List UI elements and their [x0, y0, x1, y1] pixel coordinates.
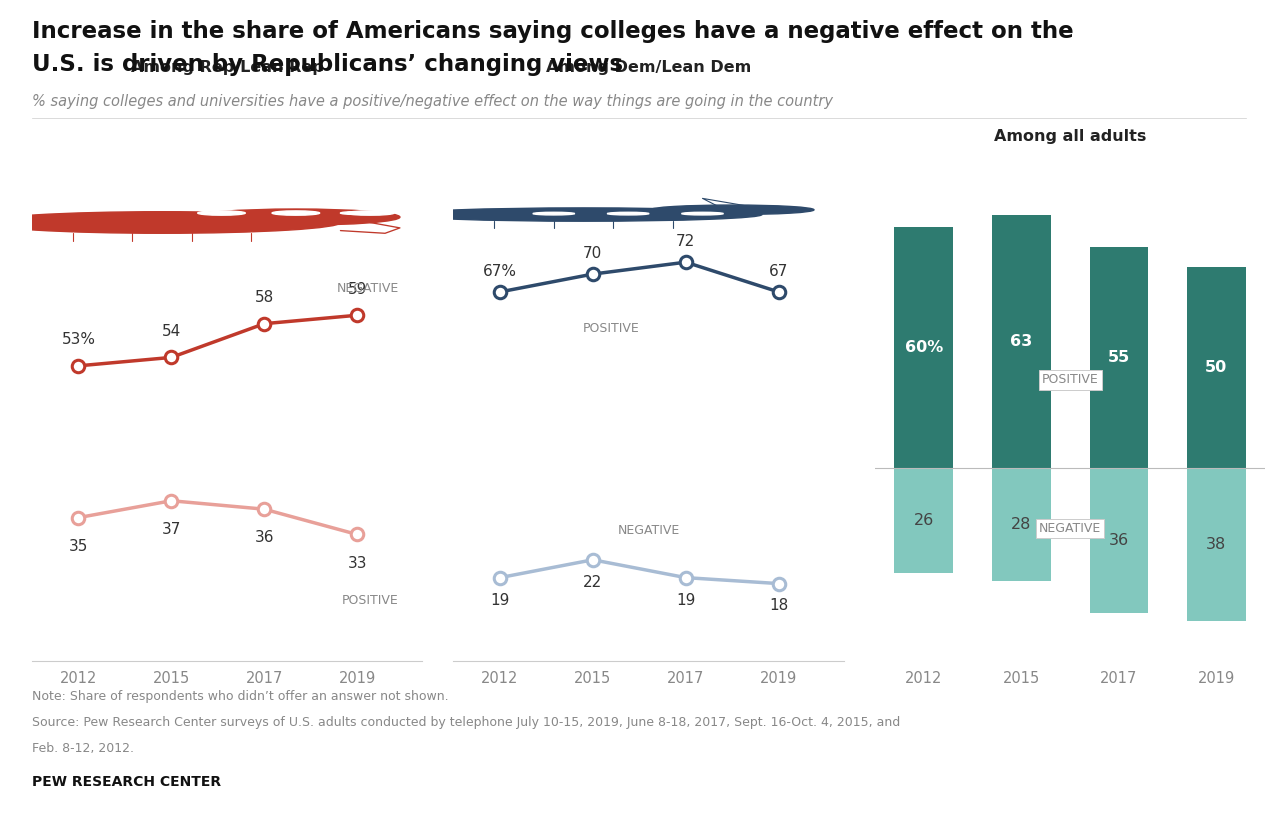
- Text: 33: 33: [348, 556, 367, 570]
- Text: 36: 36: [254, 530, 273, 545]
- Text: 22: 22: [583, 574, 602, 590]
- Text: Feb. 8-12, 2012.: Feb. 8-12, 2012.: [32, 742, 134, 755]
- Text: 60%: 60%: [905, 340, 943, 355]
- Text: POSITIVE: POSITIVE: [343, 593, 399, 606]
- Text: 28: 28: [1011, 517, 1031, 532]
- Text: NEGATIVE: NEGATIVE: [336, 282, 399, 295]
- Text: 19: 19: [676, 592, 695, 607]
- Circle shape: [346, 211, 394, 215]
- Bar: [992, 468, 1051, 581]
- Ellipse shape: [0, 211, 340, 233]
- Circle shape: [607, 212, 649, 215]
- Text: 19: 19: [491, 592, 510, 607]
- Text: 70: 70: [583, 246, 602, 261]
- Text: 67%: 67%: [483, 264, 516, 279]
- Text: 35: 35: [69, 539, 88, 554]
- Text: POSITIVE: POSITIVE: [583, 322, 640, 335]
- Text: Increase in the share of Americans saying colleges have a negative effect on the: Increase in the share of Americans sayin…: [32, 20, 1074, 43]
- Text: 37: 37: [161, 522, 181, 537]
- Text: 59: 59: [348, 282, 367, 297]
- Circle shape: [340, 211, 371, 215]
- Circle shape: [533, 212, 575, 215]
- Text: 63: 63: [1010, 335, 1033, 349]
- Bar: [1187, 268, 1246, 468]
- Text: 67: 67: [769, 264, 789, 279]
- Title: Among Rep/Lean Rep: Among Rep/Lean Rep: [130, 60, 323, 75]
- Text: PEW RESEARCH CENTER: PEW RESEARCH CENTER: [32, 775, 221, 789]
- Ellipse shape: [192, 209, 400, 225]
- Text: POSITIVE: POSITIVE: [1042, 374, 1099, 387]
- Text: 50: 50: [1205, 361, 1228, 375]
- Text: 18: 18: [769, 598, 789, 614]
- Title: Among all adults: Among all adults: [994, 129, 1146, 144]
- Title: Among Dem/Lean Dem: Among Dem/Lean Dem: [546, 60, 751, 75]
- Circle shape: [272, 211, 320, 215]
- Text: Note: Share of respondents who didn’t offer an answer not shown.: Note: Share of respondents who didn’t of…: [32, 690, 449, 703]
- Text: 54: 54: [162, 324, 181, 339]
- Bar: [1090, 468, 1148, 613]
- Text: Source: Pew Research Center surveys of U.S. adults conducted by telephone July 1: Source: Pew Research Center surveys of U…: [32, 716, 900, 729]
- Text: 26: 26: [914, 513, 934, 528]
- Text: NEGATIVE: NEGATIVE: [1039, 522, 1102, 535]
- Text: 58: 58: [254, 290, 273, 305]
- Text: NEGATIVE: NEGATIVE: [617, 524, 680, 537]
- Text: U.S. is driven by Republicans’ changing views: U.S. is driven by Republicans’ changing …: [32, 53, 624, 76]
- Text: 53%: 53%: [61, 332, 96, 348]
- Bar: [895, 468, 953, 573]
- Bar: [992, 215, 1051, 468]
- Circle shape: [681, 212, 723, 215]
- Text: % saying colleges and universities have a positive/negative effect on the way th: % saying colleges and universities have …: [32, 94, 833, 109]
- Bar: [1187, 468, 1246, 621]
- Bar: [895, 228, 953, 468]
- Text: 55: 55: [1108, 350, 1130, 366]
- Text: 36: 36: [1109, 533, 1128, 548]
- Ellipse shape: [405, 208, 762, 221]
- Bar: [1090, 247, 1148, 468]
- Ellipse shape: [651, 205, 814, 215]
- Circle shape: [198, 211, 245, 215]
- Text: 38: 38: [1206, 537, 1227, 552]
- Text: 72: 72: [676, 234, 695, 249]
